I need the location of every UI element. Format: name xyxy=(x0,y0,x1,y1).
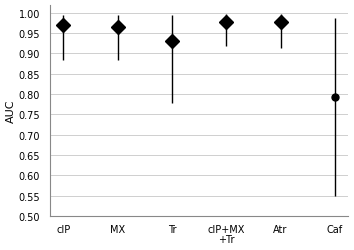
Y-axis label: AUC: AUC xyxy=(6,99,16,122)
